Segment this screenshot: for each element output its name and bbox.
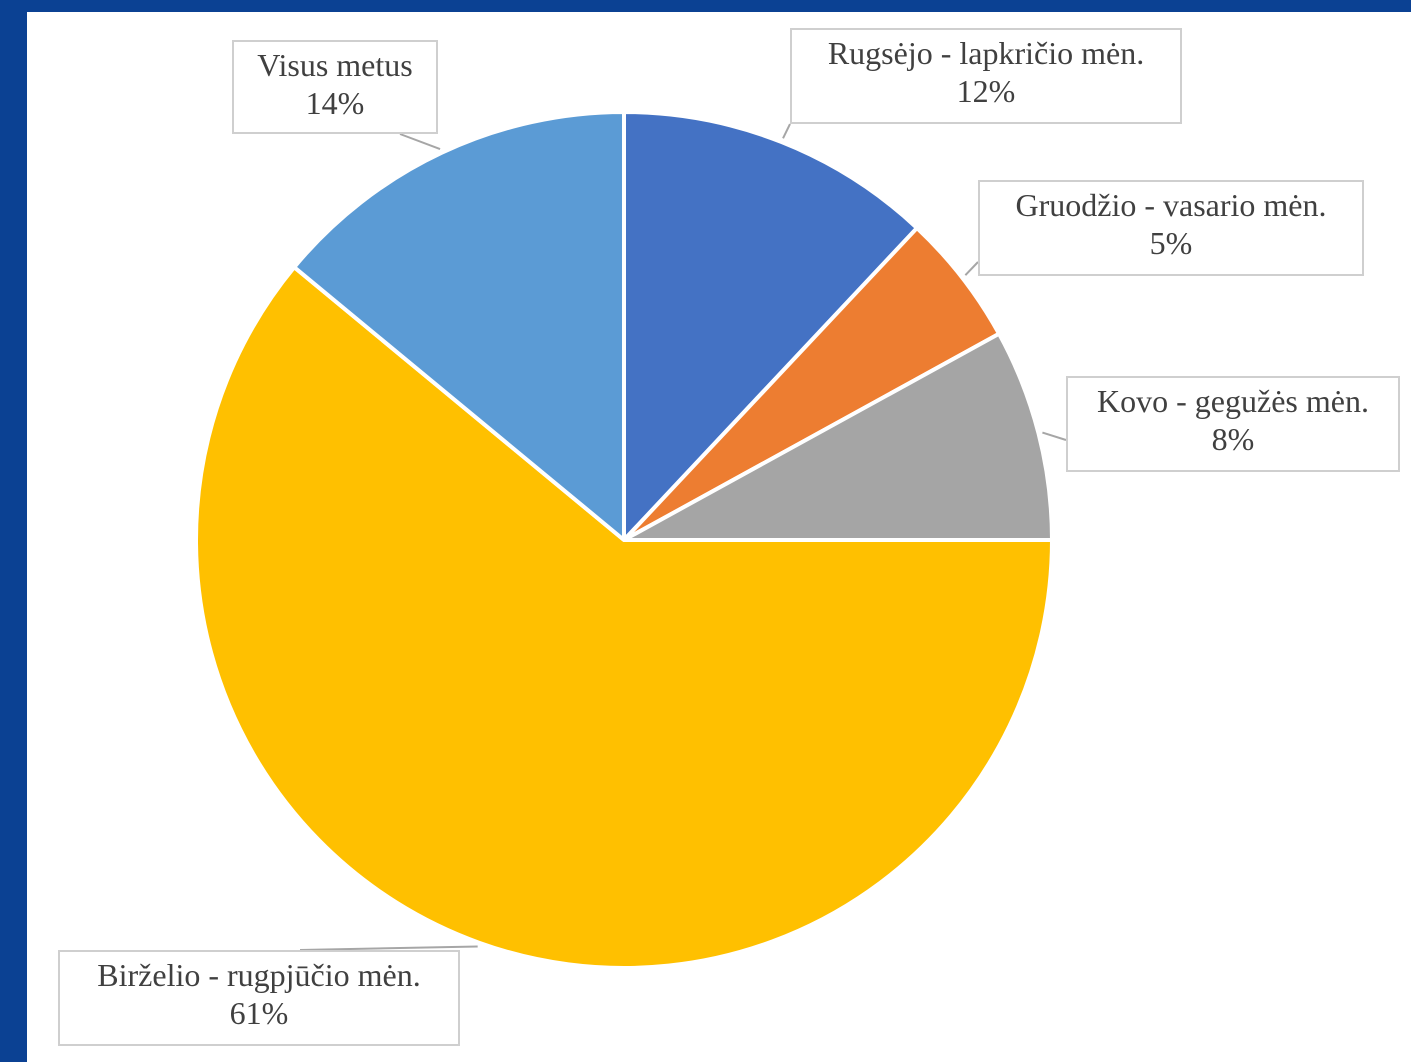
label-category: Birželio - rugpjūčio mėn. [97, 957, 421, 993]
label-category: Visus metus [257, 47, 413, 83]
label-value: 8% [1211, 421, 1255, 457]
data-label-kovo: Kovo - gegužės mėn. 8% [1066, 376, 1400, 472]
label-category: Kovo - gegužės mėn. [1097, 383, 1369, 419]
slice-birzelio [194, 265, 1054, 970]
leader-line [964, 261, 979, 276]
slice-rugsejo [622, 110, 919, 542]
data-label-visus-metus: Visus metus 14% [232, 40, 438, 134]
label-value: 12% [956, 73, 1016, 109]
label-value: 61% [229, 995, 289, 1031]
leader-line [1042, 431, 1067, 441]
pie-slices [194, 110, 1054, 970]
label-category: Rugsėjo - lapkričio mėn. [827, 35, 1145, 71]
data-label-gruodzio: Gruodžio - vasario mėn. 5% [978, 180, 1364, 276]
label-category: Gruodžio - vasario mėn. [1015, 187, 1327, 223]
leader-lines [299, 123, 1067, 951]
slice-kovo [622, 331, 1054, 542]
data-label-birzelio: Birželio - rugpjūčio mėn. 61% [58, 950, 460, 1046]
label-value: 5% [1149, 225, 1193, 261]
leader-line [399, 133, 441, 151]
data-label-rugsejo: Rugsėjo - lapkričio mėn. 12% [790, 28, 1182, 124]
slice-visus-metus [292, 110, 626, 542]
leader-line [299, 945, 478, 951]
leader-line [782, 123, 791, 139]
label-value: 14% [305, 85, 365, 121]
